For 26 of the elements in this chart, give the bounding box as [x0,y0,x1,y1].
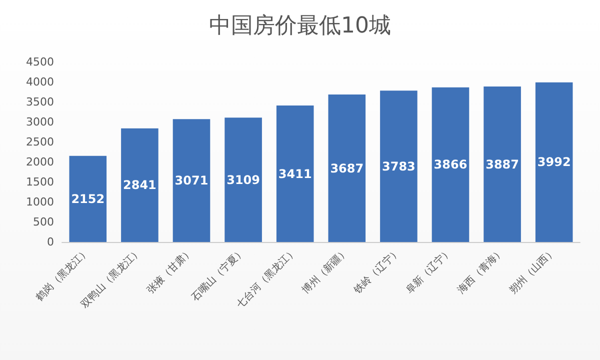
data-label: 3783 [382,159,416,174]
data-label: 3687 [330,161,364,176]
data-label: 3071 [174,174,208,188]
data-label: 3866 [434,158,468,172]
y-tick-label: 4500 [26,56,54,68]
y-tick-label: 1000 [26,196,54,208]
y-tick-label: 0 [47,236,54,248]
x-tick-label: 博州（新疆） [300,245,351,296]
x-tick-label: 朔州（山西） [507,245,558,296]
data-label: 3887 [486,157,520,172]
y-tick-label: 3500 [26,96,54,108]
data-label: 3109 [226,172,260,187]
data-label: 3992 [537,155,571,170]
data-label: 2841 [122,178,156,192]
x-tick-label: 海西（青海） [455,245,506,296]
y-tick-label: 2500 [26,136,54,148]
y-tick-label: 3000 [26,116,54,128]
x-tick-label: 阜新（辽宁） [403,245,454,296]
x-tick-label: 铁岭（辽宁） [350,245,403,298]
y-tick-label: 4000 [26,76,54,88]
y-tick-label: 2000 [26,156,54,168]
y-tick-label: 500 [33,216,54,228]
y-tick-label: 1500 [26,176,54,188]
data-label: 3411 [278,166,312,181]
data-label: 2152 [71,192,105,206]
chart-title: 中国房价最低10城 [209,14,391,38]
